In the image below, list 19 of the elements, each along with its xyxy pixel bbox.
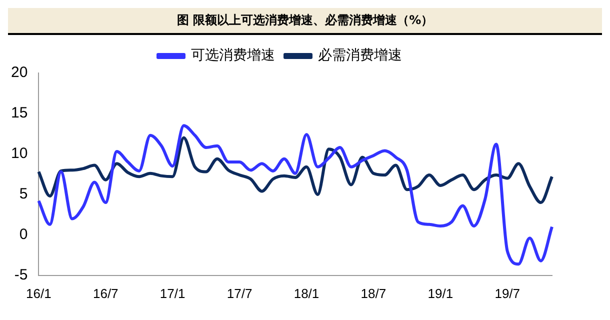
- line-series: [37, 124, 554, 266]
- x-tick-label: 19/1: [428, 286, 454, 301]
- x-tick-label: 16/1: [26, 286, 52, 301]
- y-tick-label: 5: [19, 186, 28, 203]
- x-tick-label: 18/7: [360, 286, 386, 301]
- x-tick-label: 18/1: [294, 286, 320, 301]
- legend-label: 可选消费增速: [191, 48, 275, 64]
- y-tick-label: -5: [14, 266, 28, 284]
- x-tick-label: 17/7: [226, 286, 252, 301]
- line-series: [37, 136, 554, 204]
- y-tick-label: 20: [10, 64, 28, 82]
- x-tick-label: 19/7: [494, 286, 520, 301]
- y-tick-label: 0: [19, 226, 28, 244]
- x-tick-label: 16/7: [92, 286, 118, 301]
- y-tick-label: 15: [10, 104, 28, 122]
- x-tick-label: 17/1: [160, 286, 186, 301]
- y-tick-label: 10: [10, 145, 28, 162]
- legend-label: 必需消费增速: [318, 48, 402, 64]
- chart-title: 图 限额以上可选消费增速、必需消费增速（%）: [8, 8, 602, 35]
